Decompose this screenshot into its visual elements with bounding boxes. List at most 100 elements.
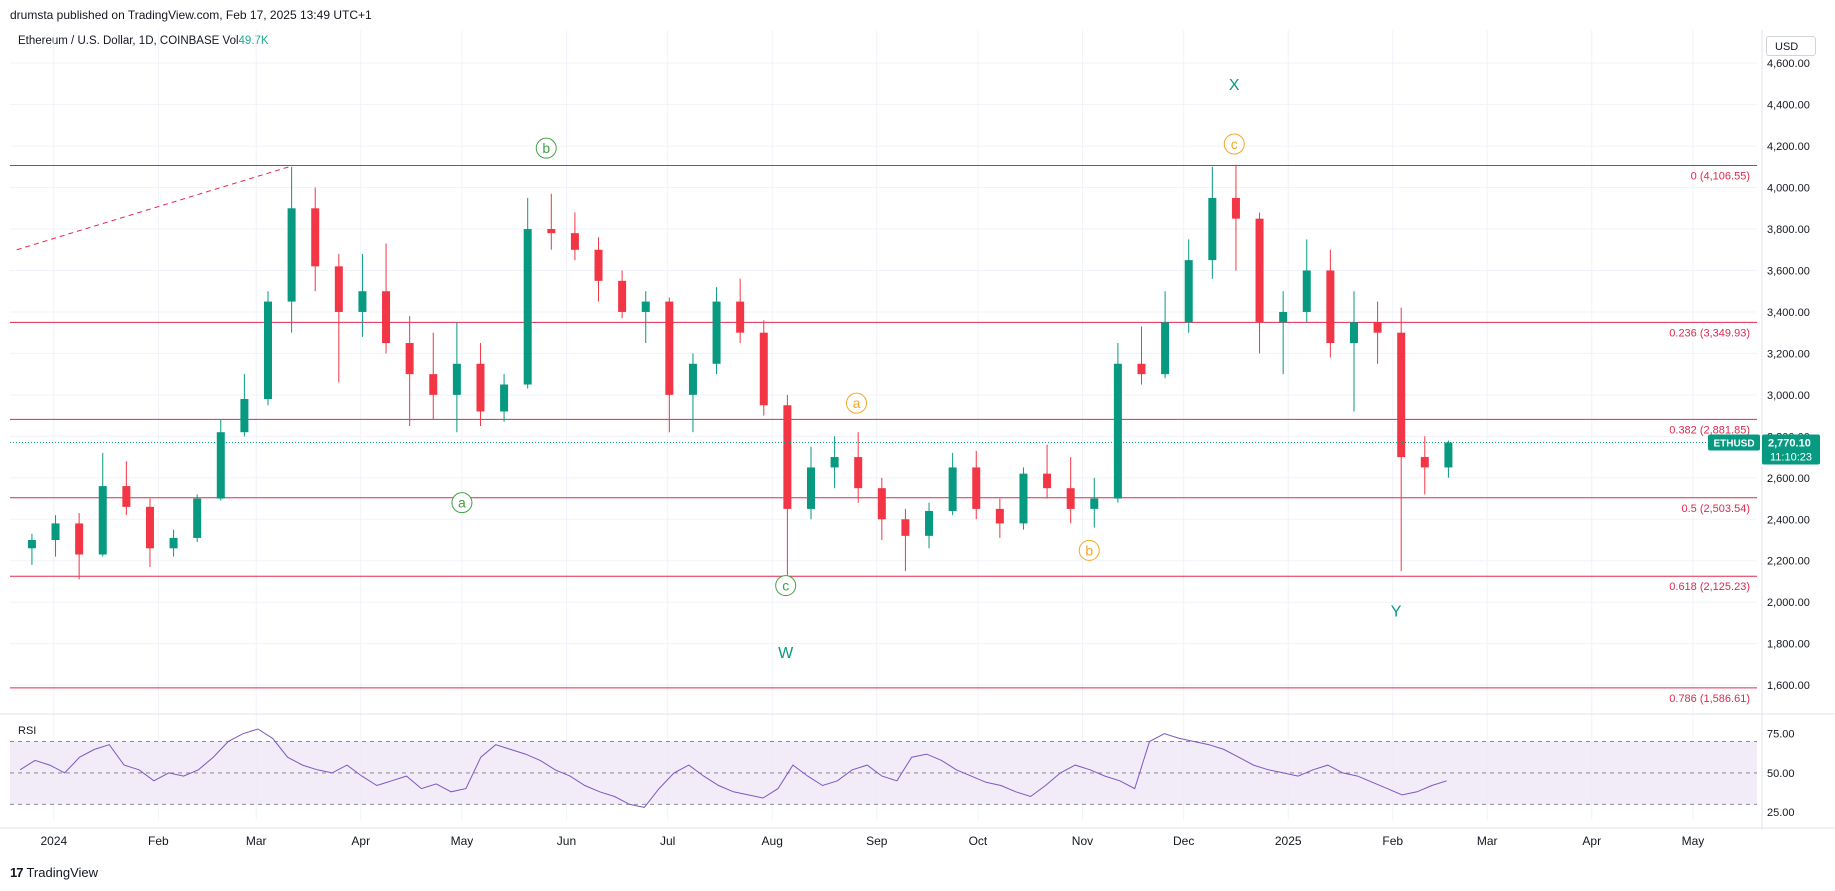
last-price-tag: ETHUSD 2,770.10 11:10:23 (10, 434, 1820, 465)
candle-body (1090, 498, 1099, 509)
candle-body (334, 266, 343, 312)
candle-body (1373, 322, 1382, 333)
price-tag-bg (1762, 434, 1820, 465)
price-tick-label: 1,600.00 (1767, 680, 1810, 692)
tradingview-logo-icon: 17 (10, 865, 24, 880)
time-tick-label: Sep (866, 834, 888, 848)
fib-level-label: 0.236 (3,349.93) (1669, 327, 1750, 339)
candle-body (1349, 322, 1358, 344)
price-tick-label: 1,800.00 (1767, 639, 1810, 651)
candle-body (1184, 260, 1193, 323)
fib-level-label: 0.786 (1,586.61) (1669, 693, 1750, 705)
candle-body (594, 249, 603, 281)
time-tick-label: Apr (351, 834, 370, 848)
candle-body (452, 363, 461, 395)
candle-body (1161, 322, 1170, 375)
wave-label: c (782, 578, 789, 594)
time-tick-label: Mar (246, 834, 267, 848)
candle-body (925, 510, 934, 536)
candle-body (27, 540, 36, 549)
time-tick-label: Feb (1382, 834, 1403, 848)
trend-line (16, 164, 294, 251)
candle-body (1019, 473, 1028, 524)
time-tick-label: Oct (969, 834, 988, 848)
wave-label: b (542, 140, 550, 156)
price-axis: 4,600.00 4,400.00 4,200.00 4,000.00 3,800.00… (1767, 58, 1810, 692)
symbol-legend[interactable]: Ethereum / U.S. Dollar, 1D, COINBASE Vol… (18, 35, 269, 47)
time-tick-label: Apr (1582, 834, 1601, 848)
currency-button[interactable]: USD (1766, 36, 1816, 56)
volume-label: Vol (222, 35, 239, 47)
footer-brand-label: TradingView (26, 865, 99, 880)
fib-level-label: 0.5 (2,503.54) (1682, 503, 1751, 515)
candle-body (1137, 363, 1146, 375)
candle-body (287, 208, 296, 302)
wave-labels: a b c Wa b c X Y (451, 77, 1402, 662)
wave-circle (846, 392, 868, 414)
fib-level-label: 0.382 (2,881.85) (1669, 424, 1750, 436)
volume-value: 49.7K (238, 35, 269, 47)
candle-body (830, 457, 839, 468)
candle-body (382, 291, 391, 344)
candle-body (570, 233, 579, 250)
candle-body (98, 486, 107, 555)
rsi-pane: 75.00 50.00 25.00 (10, 728, 1795, 819)
countdown-tag: 11:10:23 (1770, 452, 1812, 464)
candle-body (618, 280, 627, 312)
price-tick-label: 4,400.00 (1767, 100, 1810, 112)
price-tick-label: 2,200.00 (1767, 556, 1810, 568)
time-tick-label: Jul (660, 834, 675, 848)
wave-label: W (778, 645, 794, 662)
candle-body (51, 523, 60, 540)
wave-circle (1078, 539, 1100, 561)
candle-body (1255, 218, 1264, 323)
candle-body (972, 467, 981, 509)
time-tick-label: Feb (148, 834, 169, 848)
candle-body (145, 506, 154, 549)
candle-body (523, 229, 532, 385)
price-tick-label: 2,000.00 (1767, 597, 1810, 609)
candle-body (806, 467, 815, 509)
candle-body (1444, 442, 1453, 468)
time-tick-label: Dec (1173, 834, 1194, 848)
fib-retracement: 0 (4,106.55) 0.236 (3,349.93) 0.382 (2,881… (10, 164, 1757, 705)
time-tick-label: May (451, 834, 474, 848)
rsi-tick-label: 50.00 (1767, 768, 1795, 780)
grid (0, 30, 1835, 830)
price-tick-label: 3,400.00 (1767, 307, 1810, 319)
price-tag: 2,770.10 (1768, 438, 1811, 450)
rsi-label: RSI (18, 725, 37, 737)
price-tick-label: 2,400.00 (1767, 514, 1810, 526)
candle-body (193, 498, 202, 538)
candle-body (1326, 270, 1335, 344)
candle-body (1302, 270, 1311, 312)
candle-body (405, 343, 414, 375)
candle-body (877, 488, 886, 520)
candle-body (901, 519, 910, 536)
price-tick-label: 3,200.00 (1767, 348, 1810, 360)
wave-circle (775, 575, 797, 597)
time-tick-label: Mar (1477, 834, 1498, 848)
footer-brand[interactable]: 17 TradingView (10, 865, 98, 880)
symbol-title: Ethereum / U.S. Dollar, 1D, COINBASE (18, 35, 220, 47)
candle-body (476, 363, 485, 412)
time-tick-label: May (1682, 834, 1705, 848)
candle-body (1208, 197, 1217, 261)
rsi-tick-label: 75.00 (1767, 729, 1795, 741)
wave-label: a (458, 495, 466, 511)
wave-label: a (853, 395, 861, 411)
ticker-tag-bg (1708, 434, 1760, 451)
time-tick-label: Jun (557, 834, 576, 848)
candle-body (1043, 473, 1052, 489)
candle-body (75, 523, 84, 555)
candle-body (995, 508, 1004, 524)
candle-body (665, 301, 674, 395)
time-tick-label: 2024 (40, 834, 67, 848)
time-tick-label: 2025 (1275, 834, 1302, 848)
candle-body (759, 332, 768, 406)
price-tick-label: 2,600.00 (1767, 473, 1810, 485)
candle-body (216, 432, 225, 499)
wave-label: X (1229, 77, 1240, 94)
candle-body (641, 301, 650, 312)
